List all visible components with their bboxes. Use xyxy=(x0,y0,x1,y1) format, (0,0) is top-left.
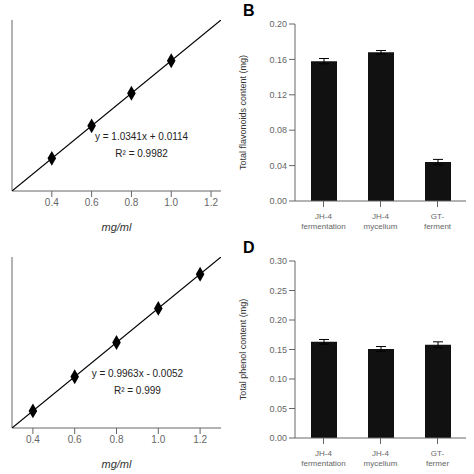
svg-text:0.15: 0.15 xyxy=(269,345,287,355)
svg-text:Total flavonoids content (mg): Total flavonoids content (mg) xyxy=(238,55,248,170)
html-text:B: B xyxy=(243,2,255,19)
svg-text:0.04: 0.04 xyxy=(269,161,287,171)
svg-text:0.12: 0.12 xyxy=(269,90,287,100)
svg-text:Total phenol content (mg): Total phenol content (mg) xyxy=(238,299,248,401)
svg-text:0.20: 0.20 xyxy=(269,19,287,29)
svg-text:0.00: 0.00 xyxy=(269,196,287,206)
svg-text:0.20: 0.20 xyxy=(269,315,287,325)
svg-text:1.0: 1.0 xyxy=(151,434,165,445)
svg-text:0.30: 0.30 xyxy=(269,256,287,266)
svg-text:0.8: 0.8 xyxy=(110,434,124,445)
svg-text:0.4: 0.4 xyxy=(45,197,59,208)
svg-text:0.00: 0.00 xyxy=(269,433,287,443)
svg-text:0.6: 0.6 xyxy=(68,434,82,445)
svg-text:y = 0.9963x - 0.0052: y = 0.9963x - 0.0052 xyxy=(92,368,184,379)
svg-text:GT-ferment: GT-ferment xyxy=(424,212,452,231)
svg-text:R² = 0.999: R² = 0.999 xyxy=(114,385,161,396)
svg-text:0.8: 0.8 xyxy=(124,197,138,208)
svg-text:R² = 0.9982: R² = 0.9982 xyxy=(115,148,168,159)
svg-text:JH-4fermentation: JH-4fermentation xyxy=(301,212,345,231)
svg-text:0.4: 0.4 xyxy=(26,434,40,445)
svg-text:1.2: 1.2 xyxy=(193,434,207,445)
svg-text:0.16: 0.16 xyxy=(269,55,287,65)
svg-text:y = 1.0341x + 0.0114: y = 1.0341x + 0.0114 xyxy=(95,131,189,142)
svg-text:JH-4fermentation: JH-4fermentation xyxy=(301,449,345,468)
svg-text:0.10: 0.10 xyxy=(269,374,287,384)
svg-text:1.2: 1.2 xyxy=(204,197,218,208)
svg-text:mg/ml: mg/ml xyxy=(102,458,133,470)
svg-text:0.6: 0.6 xyxy=(85,197,99,208)
svg-text:JH-4mycelium: JH-4mycelium xyxy=(364,212,398,231)
svg-text:mg/ml: mg/ml xyxy=(102,221,133,233)
svg-text:GT-fermer: GT-fermer xyxy=(426,449,449,468)
svg-text:JH-4mycelium: JH-4mycelium xyxy=(364,449,398,468)
svg-text:1.0: 1.0 xyxy=(164,197,178,208)
svg-text:0.05: 0.05 xyxy=(269,404,287,414)
svg-text:0.08: 0.08 xyxy=(269,125,287,135)
html-text:D: D xyxy=(243,239,255,256)
svg-text:0.25: 0.25 xyxy=(269,286,287,296)
